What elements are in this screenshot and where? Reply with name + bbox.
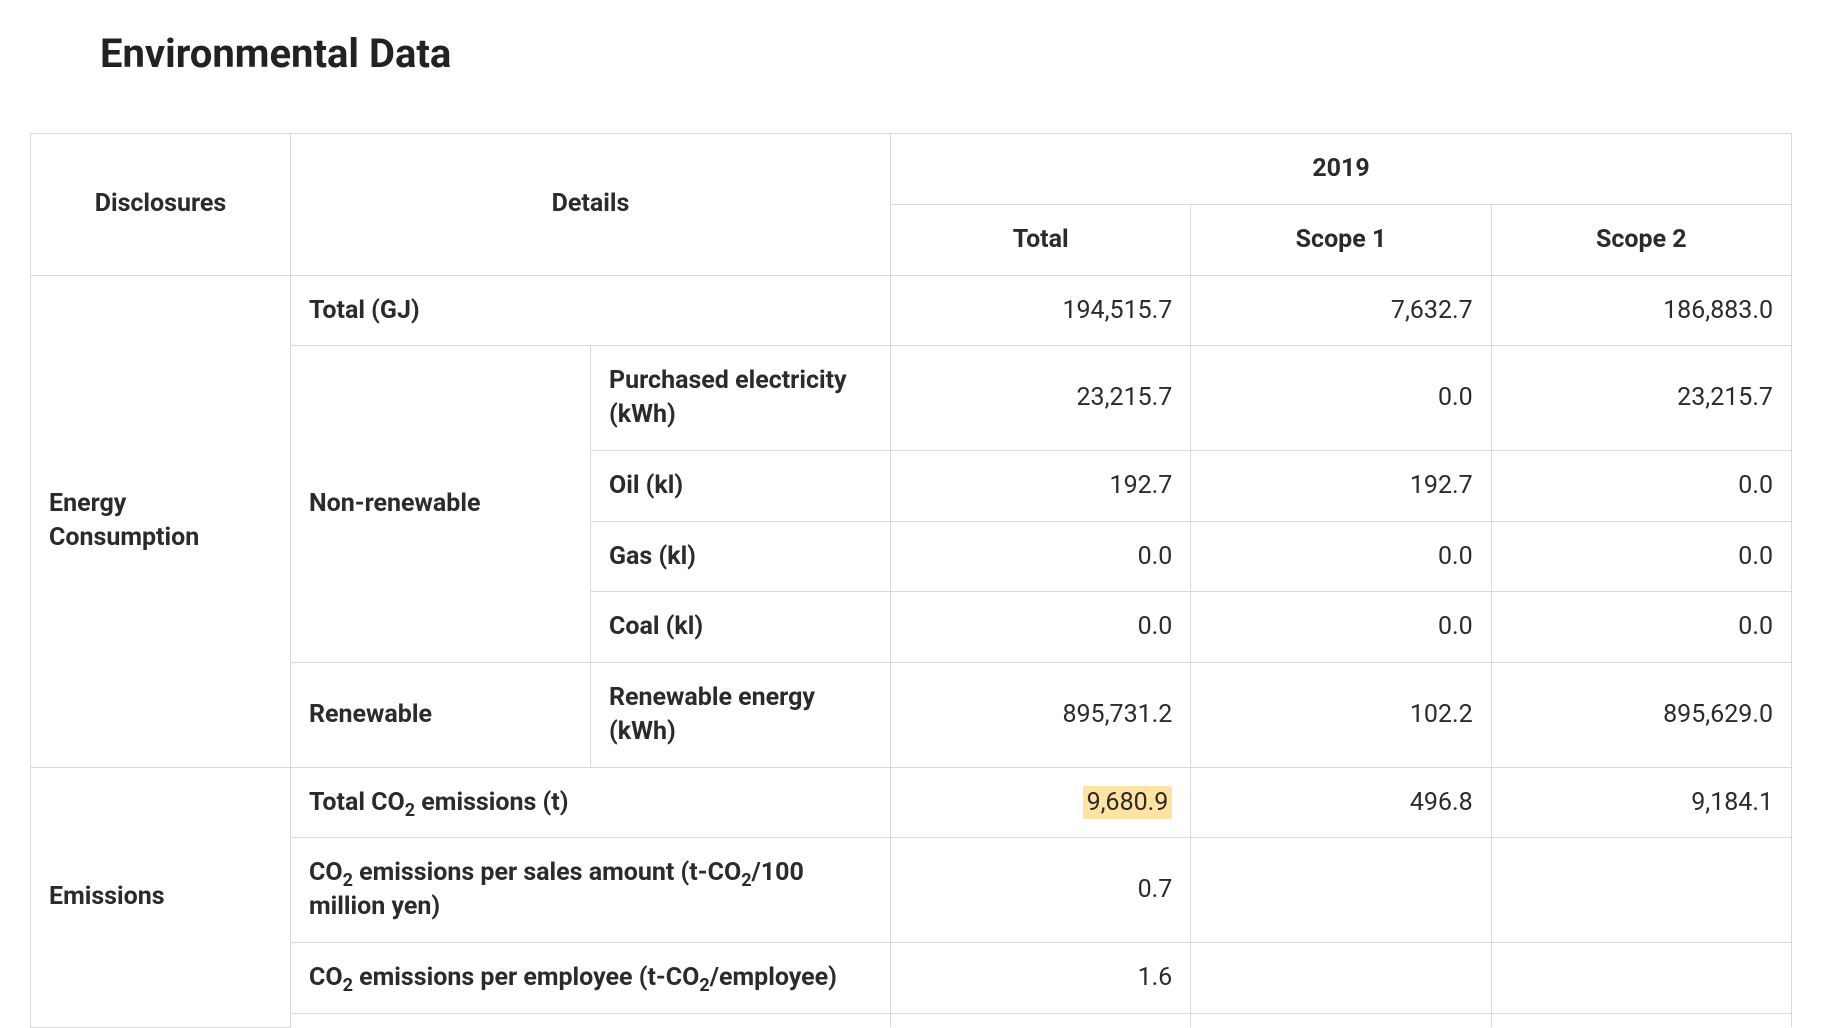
page-title: Environmental Data (100, 30, 1792, 77)
cell-scope1: 0.0 (1191, 592, 1491, 663)
label-part: CO (309, 858, 343, 887)
cell-total: 9,680.9 (891, 767, 1191, 838)
row-label-renewable: Renewable (291, 663, 591, 768)
label-sub: 2 (699, 975, 709, 996)
row-label-total-co2: Total CO2 emissions (t) (291, 767, 891, 838)
table-row: Renewable Renewable energy (kWh) 895,731… (31, 663, 1792, 768)
table-row: CO2 emissions per sales amount (t-CO2/10… (31, 838, 1792, 943)
label-sub: 2 (343, 975, 353, 996)
header-year: 2019 (891, 134, 1792, 205)
cell-scope1: 0.0 (1191, 346, 1491, 451)
cell-scope2: 0.0 (1491, 450, 1791, 521)
row-label-oil: Oil (kl) (591, 450, 891, 521)
cell-total: 0.7 (891, 838, 1191, 943)
cell-total: 0.0 (891, 521, 1191, 592)
highlighted-value: 9,680.9 (1083, 786, 1173, 819)
row-label-co2-per-employee: CO2 emissions per employee (t-CO2/employ… (291, 942, 891, 1013)
row-label-total-gj: Total (GJ) (291, 275, 891, 346)
label-sub: 2 (343, 870, 353, 891)
environmental-data-table: Disclosures Details 2019 Total Scope 1 S… (30, 133, 1792, 1028)
cell-scope2: 0.0 (1491, 521, 1791, 592)
cell-total: 895,731.2 (891, 663, 1191, 768)
label-sub: 2 (405, 800, 415, 821)
label-part: emissions per sales amount (t-CO (353, 858, 741, 887)
cell-scope2: 186,883.0 (1491, 275, 1791, 346)
cell-scope2: 0.0 (1491, 592, 1791, 663)
header-scope1: Scope 1 (1191, 204, 1491, 275)
cell-total: 194,515.7 (891, 275, 1191, 346)
cell-total: 1.6 (891, 942, 1191, 1013)
cell-total: 192.7 (891, 450, 1191, 521)
label-part: /employee) (710, 963, 837, 992)
cell-scope1: 102.2 (1191, 663, 1491, 768)
cell-total: 23,215.7 (891, 346, 1191, 451)
cell-scope2: 9,184.1 (1491, 767, 1791, 838)
cell-scope2: 895,629.0 (1491, 663, 1791, 768)
cell-scope1: 192.7 (1191, 450, 1491, 521)
header-total: Total (891, 204, 1191, 275)
table-row: Non-renewable Purchased electricity (kWh… (31, 346, 1792, 451)
cell-scope1 (1191, 838, 1491, 943)
cell-scope1: 496.8 (1191, 767, 1491, 838)
label-part: emissions (t) (415, 788, 568, 817)
cell-scope2 (1491, 838, 1791, 943)
section-energy-consumption: Energy Consumption (31, 275, 291, 767)
header-scope2: Scope 2 (1491, 204, 1791, 275)
section-emissions: Emissions (31, 767, 291, 1027)
cell-scope1: 7,632.7 (1191, 275, 1491, 346)
cell-scope2: 23,215.7 (1491, 346, 1791, 451)
row-label-nonrenewable: Non-renewable (291, 346, 591, 663)
row-label-gas: Gas (kl) (591, 521, 891, 592)
table-row: CO2 emissions per employee (t-CO2/employ… (31, 942, 1792, 1013)
row-label-elec: Purchased electricity (kWh) (591, 346, 891, 451)
header-details: Details (291, 134, 891, 276)
header-disclosures: Disclosures (31, 134, 291, 276)
label-sub: 2 (741, 870, 751, 891)
row-label-renewable-energy: Renewable energy (kWh) (591, 663, 891, 768)
label-part: emissions per employee (t-CO (353, 963, 699, 992)
table-row: Energy Consumption Total (GJ) 194,515.7 … (31, 275, 1792, 346)
label-part: Total CO (309, 788, 405, 817)
cell-total: 0.0 (891, 592, 1191, 663)
row-label-co2-per-sales: CO2 emissions per sales amount (t-CO2/10… (291, 838, 891, 943)
table-row-cutoff (31, 1013, 1792, 1027)
label-part: CO (309, 963, 343, 992)
cell-scope1: 0.0 (1191, 521, 1491, 592)
cell-scope1 (1191, 942, 1491, 1013)
row-label-coal: Coal (kl) (591, 592, 891, 663)
table-row: Emissions Total CO2 emissions (t) 9,680.… (31, 767, 1792, 838)
cell-scope2 (1491, 942, 1791, 1013)
